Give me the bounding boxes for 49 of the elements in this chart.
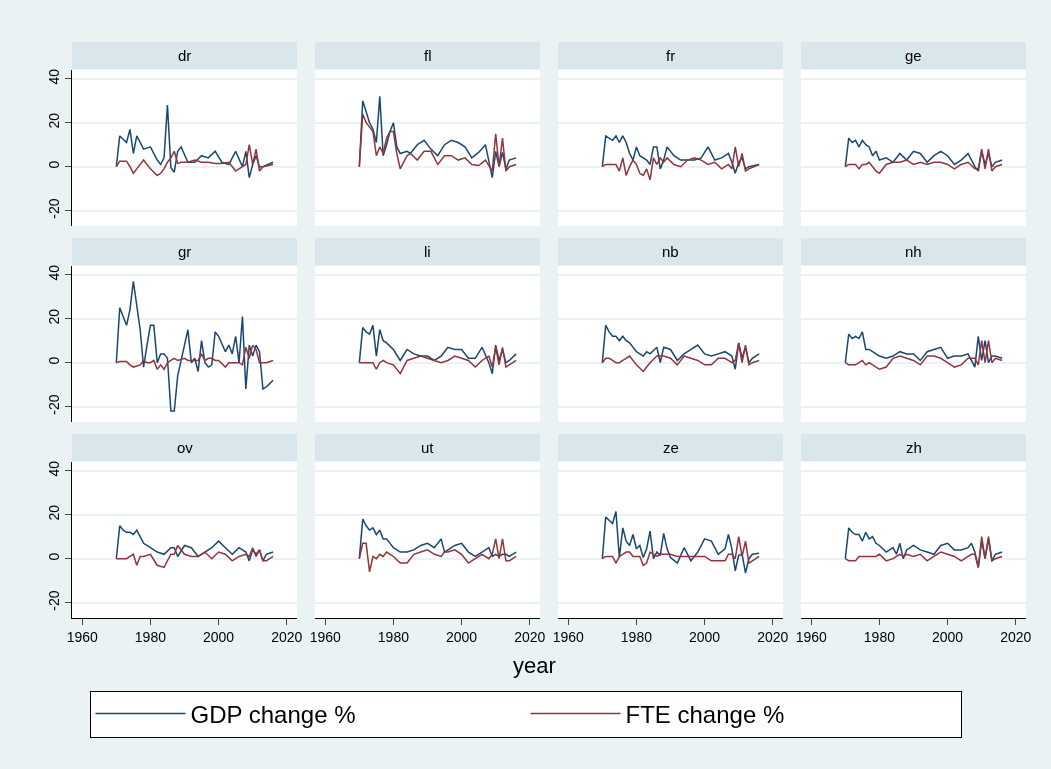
legend-label: FTE change % — [625, 700, 785, 728]
line-series — [115, 344, 274, 371]
chart-title: dr — [178, 47, 192, 64]
y-tick-label: -20 — [46, 590, 63, 611]
chart-title: nb — [662, 243, 679, 260]
y-tick-label: 0 — [46, 552, 63, 561]
x-tick-label: 1980 — [620, 628, 653, 645]
line-series — [115, 280, 274, 412]
x-tick-label: 1960 — [552, 628, 585, 645]
y-tick-label: -20 — [46, 198, 63, 219]
x-tick-label: 2020 — [757, 628, 789, 645]
x-tick-label: 2020 — [514, 628, 546, 645]
y-tick-label: 0 — [46, 160, 63, 169]
y-tick-label: 0 — [46, 356, 63, 365]
x-axis-title: year — [513, 653, 556, 678]
chart-title: ze — [663, 439, 679, 456]
x-tick-label: 2020 — [271, 628, 303, 645]
line-series — [115, 104, 274, 179]
x-tick-label: 2000 — [203, 628, 235, 645]
x-tick-label: 1960 — [309, 628, 342, 645]
line-series — [115, 143, 274, 177]
chart-title: fr — [666, 47, 676, 64]
y-tick-label: 40 — [46, 68, 63, 85]
chart-title: ov — [177, 439, 194, 456]
y-tick-label: 20 — [46, 112, 63, 129]
line-series — [115, 544, 274, 569]
chart-title: li — [424, 243, 431, 260]
y-tick-label: 20 — [46, 504, 63, 521]
line-series — [115, 524, 274, 562]
legend-label: GDP change % — [190, 700, 356, 728]
y-tick-label: 40 — [46, 264, 63, 281]
x-tick-label: 1980 — [377, 628, 410, 645]
x-tick-label: 2000 — [446, 628, 478, 645]
chart-title: gr — [178, 243, 192, 260]
x-tick-label: 1960 — [66, 628, 99, 645]
x-tick-label: 1980 — [134, 628, 167, 645]
chart-title: zh — [906, 439, 922, 456]
chart-title: nh — [905, 243, 922, 260]
chart-title: fl — [424, 47, 432, 64]
x-tick-label: 2000 — [932, 628, 964, 645]
x-tick-label: 2020 — [1000, 628, 1032, 645]
chart-title: ut — [421, 439, 435, 456]
x-tick-label: 1960 — [795, 628, 828, 645]
x-tick-label: 2000 — [689, 628, 721, 645]
chart-title: ge — [905, 47, 922, 64]
y-tick-label: 40 — [46, 460, 63, 477]
x-tick-label: 1980 — [863, 628, 896, 645]
y-tick-label: -20 — [46, 394, 63, 415]
y-tick-label: 20 — [46, 308, 63, 325]
